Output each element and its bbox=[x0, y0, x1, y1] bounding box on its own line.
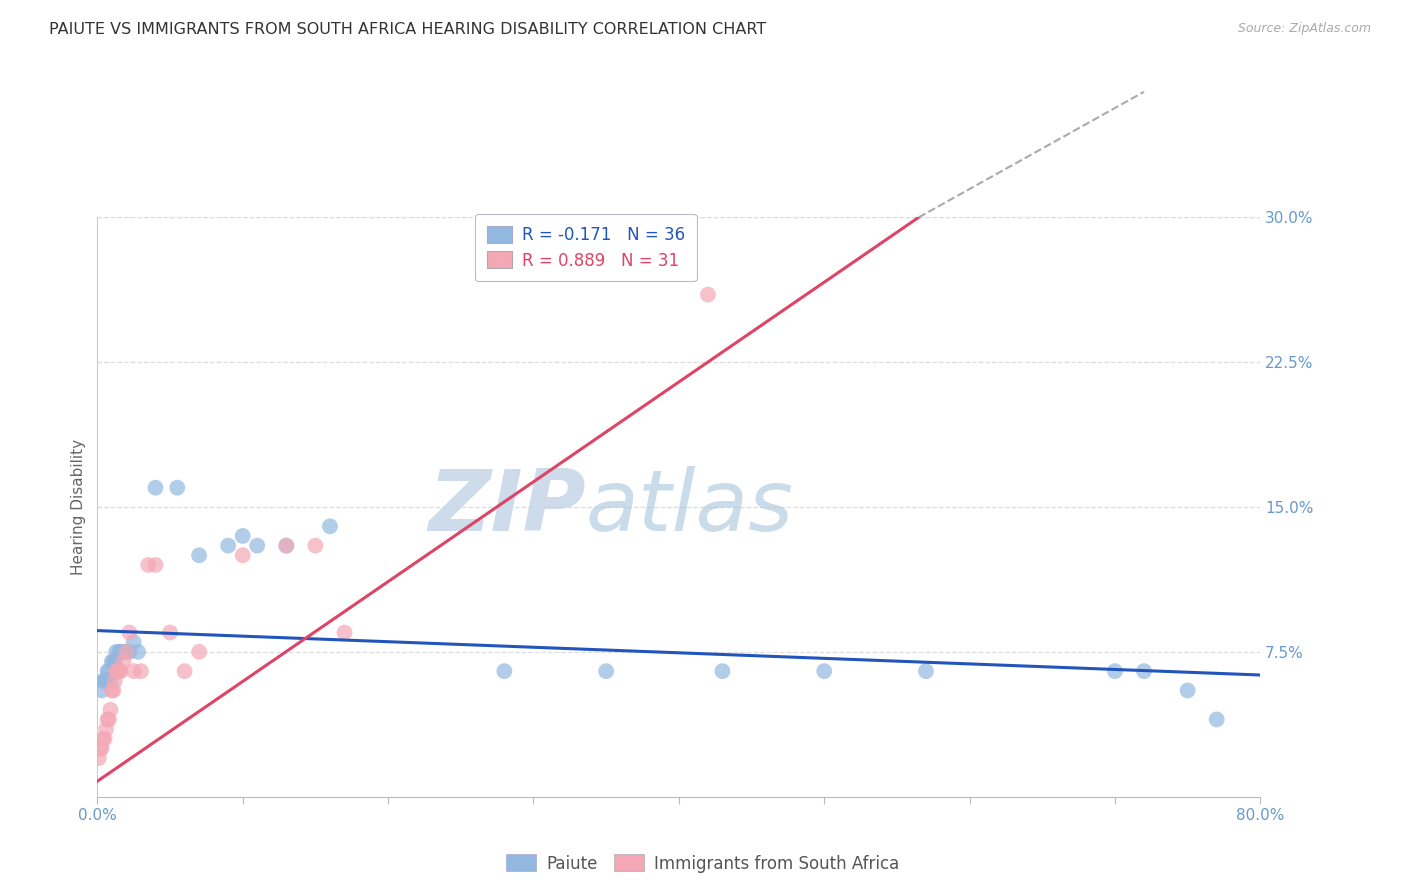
Point bbox=[93, 731, 115, 746]
Legend: R = -0.171   N = 36, R = 0.889   N = 31: R = -0.171 N = 36, R = 0.889 N = 31 bbox=[475, 214, 696, 281]
Point bbox=[94, 722, 117, 736]
Point bbox=[108, 664, 131, 678]
Point bbox=[104, 655, 127, 669]
Text: Source: ZipAtlas.com: Source: ZipAtlas.com bbox=[1237, 22, 1371, 36]
Point bbox=[711, 664, 734, 678]
Point bbox=[115, 645, 138, 659]
Point bbox=[145, 481, 167, 495]
Point bbox=[91, 731, 114, 746]
Point bbox=[494, 664, 516, 678]
Point bbox=[217, 539, 239, 553]
Point bbox=[101, 655, 124, 669]
Point bbox=[136, 558, 159, 572]
Point bbox=[105, 664, 128, 678]
Point bbox=[110, 645, 132, 659]
Point bbox=[276, 539, 298, 553]
Point bbox=[101, 683, 124, 698]
Text: PAIUTE VS IMMIGRANTS FROM SOUTH AFRICA HEARING DISABILITY CORRELATION CHART: PAIUTE VS IMMIGRANTS FROM SOUTH AFRICA H… bbox=[49, 22, 766, 37]
Point bbox=[129, 664, 152, 678]
Text: ZIP: ZIP bbox=[429, 466, 586, 549]
Text: atlas: atlas bbox=[586, 466, 794, 549]
Point bbox=[159, 625, 181, 640]
Point bbox=[1177, 683, 1199, 698]
Point bbox=[91, 673, 114, 688]
Point bbox=[232, 529, 254, 543]
Point bbox=[87, 751, 110, 765]
Point bbox=[96, 713, 118, 727]
Point bbox=[145, 558, 167, 572]
Point bbox=[98, 713, 121, 727]
Point bbox=[166, 481, 188, 495]
Point bbox=[115, 645, 138, 659]
Point bbox=[173, 664, 195, 678]
Point bbox=[188, 645, 211, 659]
Point bbox=[118, 645, 141, 659]
Point bbox=[112, 655, 135, 669]
Point bbox=[100, 673, 122, 688]
Point bbox=[122, 635, 145, 649]
Point bbox=[118, 625, 141, 640]
Point bbox=[114, 645, 136, 659]
Point bbox=[1133, 664, 1156, 678]
Point bbox=[93, 673, 115, 688]
Point bbox=[304, 539, 326, 553]
Point bbox=[110, 664, 132, 678]
Point bbox=[246, 539, 269, 553]
Point bbox=[333, 625, 356, 640]
Point bbox=[96, 664, 118, 678]
Point bbox=[90, 683, 112, 698]
Point bbox=[90, 741, 112, 756]
Point bbox=[813, 664, 835, 678]
Y-axis label: Hearing Disability: Hearing Disability bbox=[72, 439, 86, 575]
Point bbox=[98, 664, 121, 678]
Point bbox=[122, 664, 145, 678]
Point bbox=[232, 549, 254, 563]
Point bbox=[319, 519, 342, 533]
Point bbox=[696, 287, 718, 301]
Point bbox=[105, 645, 128, 659]
Legend: Paiute, Immigrants from South Africa: Paiute, Immigrants from South Africa bbox=[499, 847, 907, 880]
Point bbox=[89, 741, 111, 756]
Point bbox=[276, 539, 298, 553]
Point bbox=[595, 664, 617, 678]
Point bbox=[100, 703, 122, 717]
Point bbox=[94, 673, 117, 688]
Point bbox=[103, 655, 125, 669]
Point bbox=[104, 673, 127, 688]
Point bbox=[111, 645, 134, 659]
Point bbox=[108, 645, 131, 659]
Point bbox=[107, 664, 129, 678]
Point bbox=[1205, 713, 1227, 727]
Point bbox=[1104, 664, 1126, 678]
Point bbox=[188, 549, 211, 563]
Point bbox=[103, 683, 125, 698]
Point bbox=[915, 664, 938, 678]
Point bbox=[127, 645, 149, 659]
